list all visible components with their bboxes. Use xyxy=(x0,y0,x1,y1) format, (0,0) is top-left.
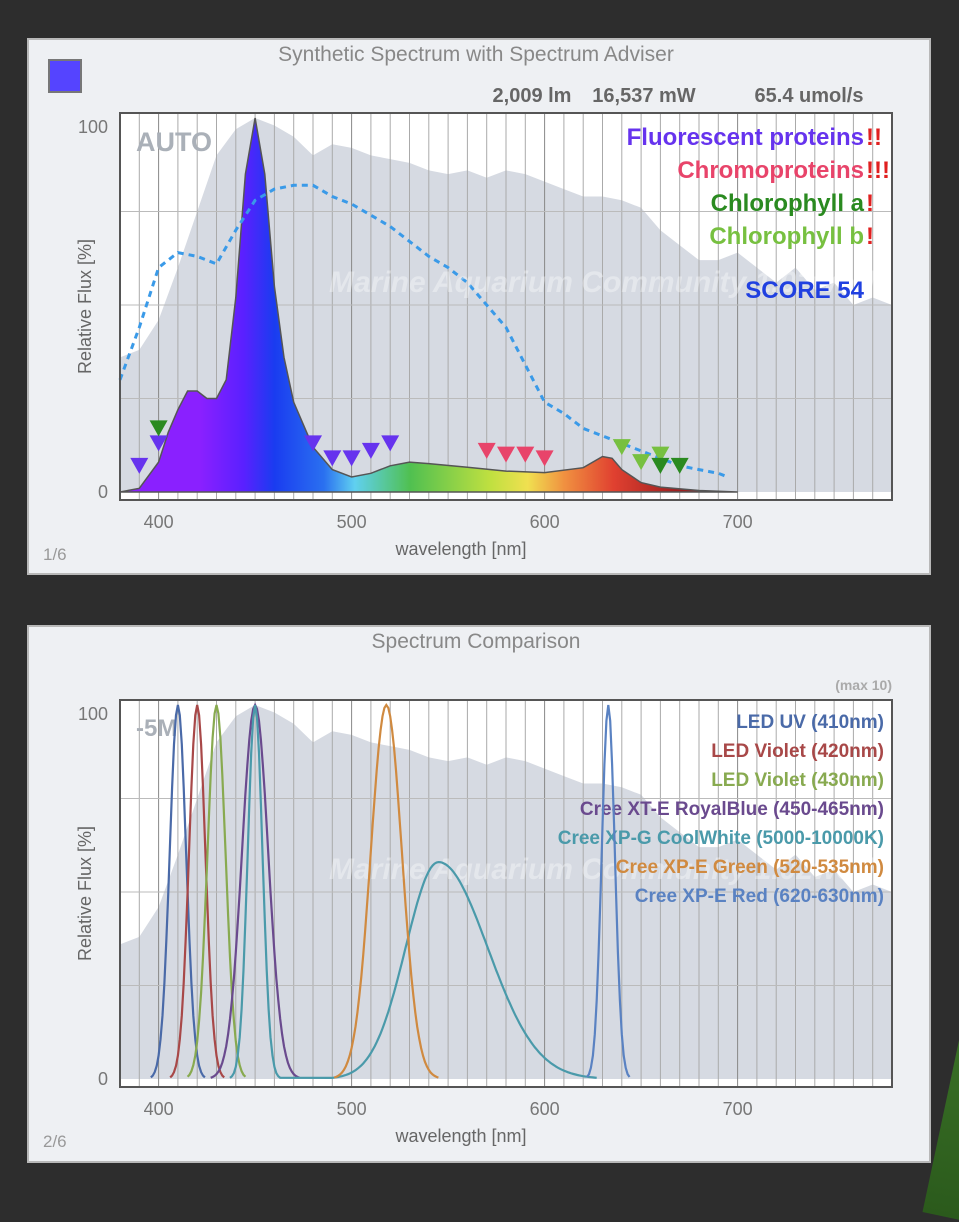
adviser-marker-590 xyxy=(516,446,535,463)
score-label: SCORE 54 xyxy=(745,277,864,304)
legend-entry-2: LED Violet (430nm) xyxy=(711,770,884,791)
series-line-6 xyxy=(586,704,631,1078)
adviser-label-1: Chromoproteins xyxy=(677,157,864,184)
spectrum-comparison-panel: Marine Aquarium Community 1.02world -5M LE… xyxy=(27,625,931,1163)
series-line-2 xyxy=(186,704,247,1078)
legend-entry-4: Cree XP-G CoolWhite (5000-10000K) xyxy=(558,828,884,849)
plot-border xyxy=(119,699,893,1088)
synthetic-spectrum-panel: Marine Aquarium Community 1.02world AUTO F… xyxy=(27,38,931,575)
x-tick-label: 500 xyxy=(337,1099,367,1119)
adviser-severity-3: ! xyxy=(866,223,874,250)
mode-label: -5M xyxy=(136,715,177,742)
adviser-marker-660 xyxy=(651,457,670,474)
legend-entry-0: LED UV (410nm) xyxy=(736,712,884,733)
max-note: (max 10) xyxy=(835,677,892,693)
adviser-marker-660 xyxy=(651,446,670,463)
x-tick-label: 400 xyxy=(144,1099,174,1119)
adviser-marker-670 xyxy=(670,457,689,474)
x-tick-label: 600 xyxy=(530,1099,560,1119)
adviser-severity-2: ! xyxy=(866,190,874,217)
spectrum-comparison-chart: Marine Aquarium Community 1.02world -5M LE… xyxy=(43,630,894,1151)
adviser-label-0: Fluorescent proteins xyxy=(627,124,864,151)
adviser-target-curve xyxy=(118,183,729,479)
adviser-severity-1: !!! xyxy=(866,157,890,184)
x-tick-label: 700 xyxy=(723,1099,753,1119)
x-tick-label: 700 xyxy=(723,512,753,532)
watermark: Marine Aquarium Community 1.02world xyxy=(329,853,894,886)
color-swatch[interactable] xyxy=(48,59,82,93)
x-tick-label: 400 xyxy=(144,512,174,532)
watermark: Marine Aquarium Community 1.02world xyxy=(329,266,894,299)
page-indicator: 2/6 xyxy=(43,1132,67,1151)
x-axis-label: wavelength [nm] xyxy=(394,539,526,559)
y-axis-label: Relative Flux [%] xyxy=(75,239,95,374)
adviser-marker-570 xyxy=(477,442,496,459)
legend-entry-5: Cree XP-E Green (520-535nm) xyxy=(616,857,884,878)
adviser-marker-580 xyxy=(497,446,515,463)
adviser-marker-640 xyxy=(612,439,631,456)
adviser-marker-490 xyxy=(323,450,342,467)
page-indicator: 1/6 xyxy=(43,545,67,564)
adviser-marker-480 xyxy=(304,435,322,452)
adviser-label-3: Chlorophyll b xyxy=(709,223,864,250)
synthetic-spectrum-chart: Marine Aquarium Community 1.02world AUTO F… xyxy=(43,43,894,564)
adviser-marker-650 xyxy=(632,454,651,471)
stat-2: 65.4 umol/s xyxy=(755,85,864,107)
synthetic-spectrum-area xyxy=(119,117,738,493)
stat-1: 16,537 mW xyxy=(592,85,696,107)
legend-entry-1: LED Violet (420nm) xyxy=(711,741,884,762)
mode-label: AUTO xyxy=(136,127,212,157)
y-tick-label: 0 xyxy=(98,1069,108,1089)
x-axis-label: wavelength [nm] xyxy=(394,1126,526,1146)
plot-border xyxy=(119,112,893,501)
chart-title: Synthetic Spectrum with Spectrum Adviser xyxy=(278,43,674,66)
y-tick-label: 100 xyxy=(78,704,108,724)
y-tick-label: 0 xyxy=(98,482,108,502)
x-tick-label: 600 xyxy=(530,512,560,532)
legend-entry-3: Cree XT-E RoyalBlue (450-465nm) xyxy=(580,799,884,820)
adviser-severity-0: !! xyxy=(866,124,882,151)
y-axis-label: Relative Flux [%] xyxy=(75,826,95,961)
adviser-marker-520 xyxy=(381,435,400,452)
adviser-marker-600 xyxy=(535,450,554,467)
series-line-5 xyxy=(333,703,439,1079)
adviser-label-2: Chlorophyll a xyxy=(711,190,865,217)
adviser-marker-510 xyxy=(361,442,380,459)
series-line-4 xyxy=(229,704,597,1080)
y-tick-label: 100 xyxy=(78,117,108,137)
legend-entry-6: Cree XP-E Red (620-630nm) xyxy=(635,886,884,907)
chart-title: Spectrum Comparison xyxy=(372,630,581,653)
series-line-1 xyxy=(169,704,225,1079)
adviser-marker-400 xyxy=(149,420,168,437)
adviser-marker-390 xyxy=(130,457,149,474)
adviser-marker-400 xyxy=(149,435,168,452)
x-tick-label: 500 xyxy=(337,512,367,532)
adviser-marker-500 xyxy=(342,450,361,467)
stat-0: 2,009 lm xyxy=(493,85,572,107)
